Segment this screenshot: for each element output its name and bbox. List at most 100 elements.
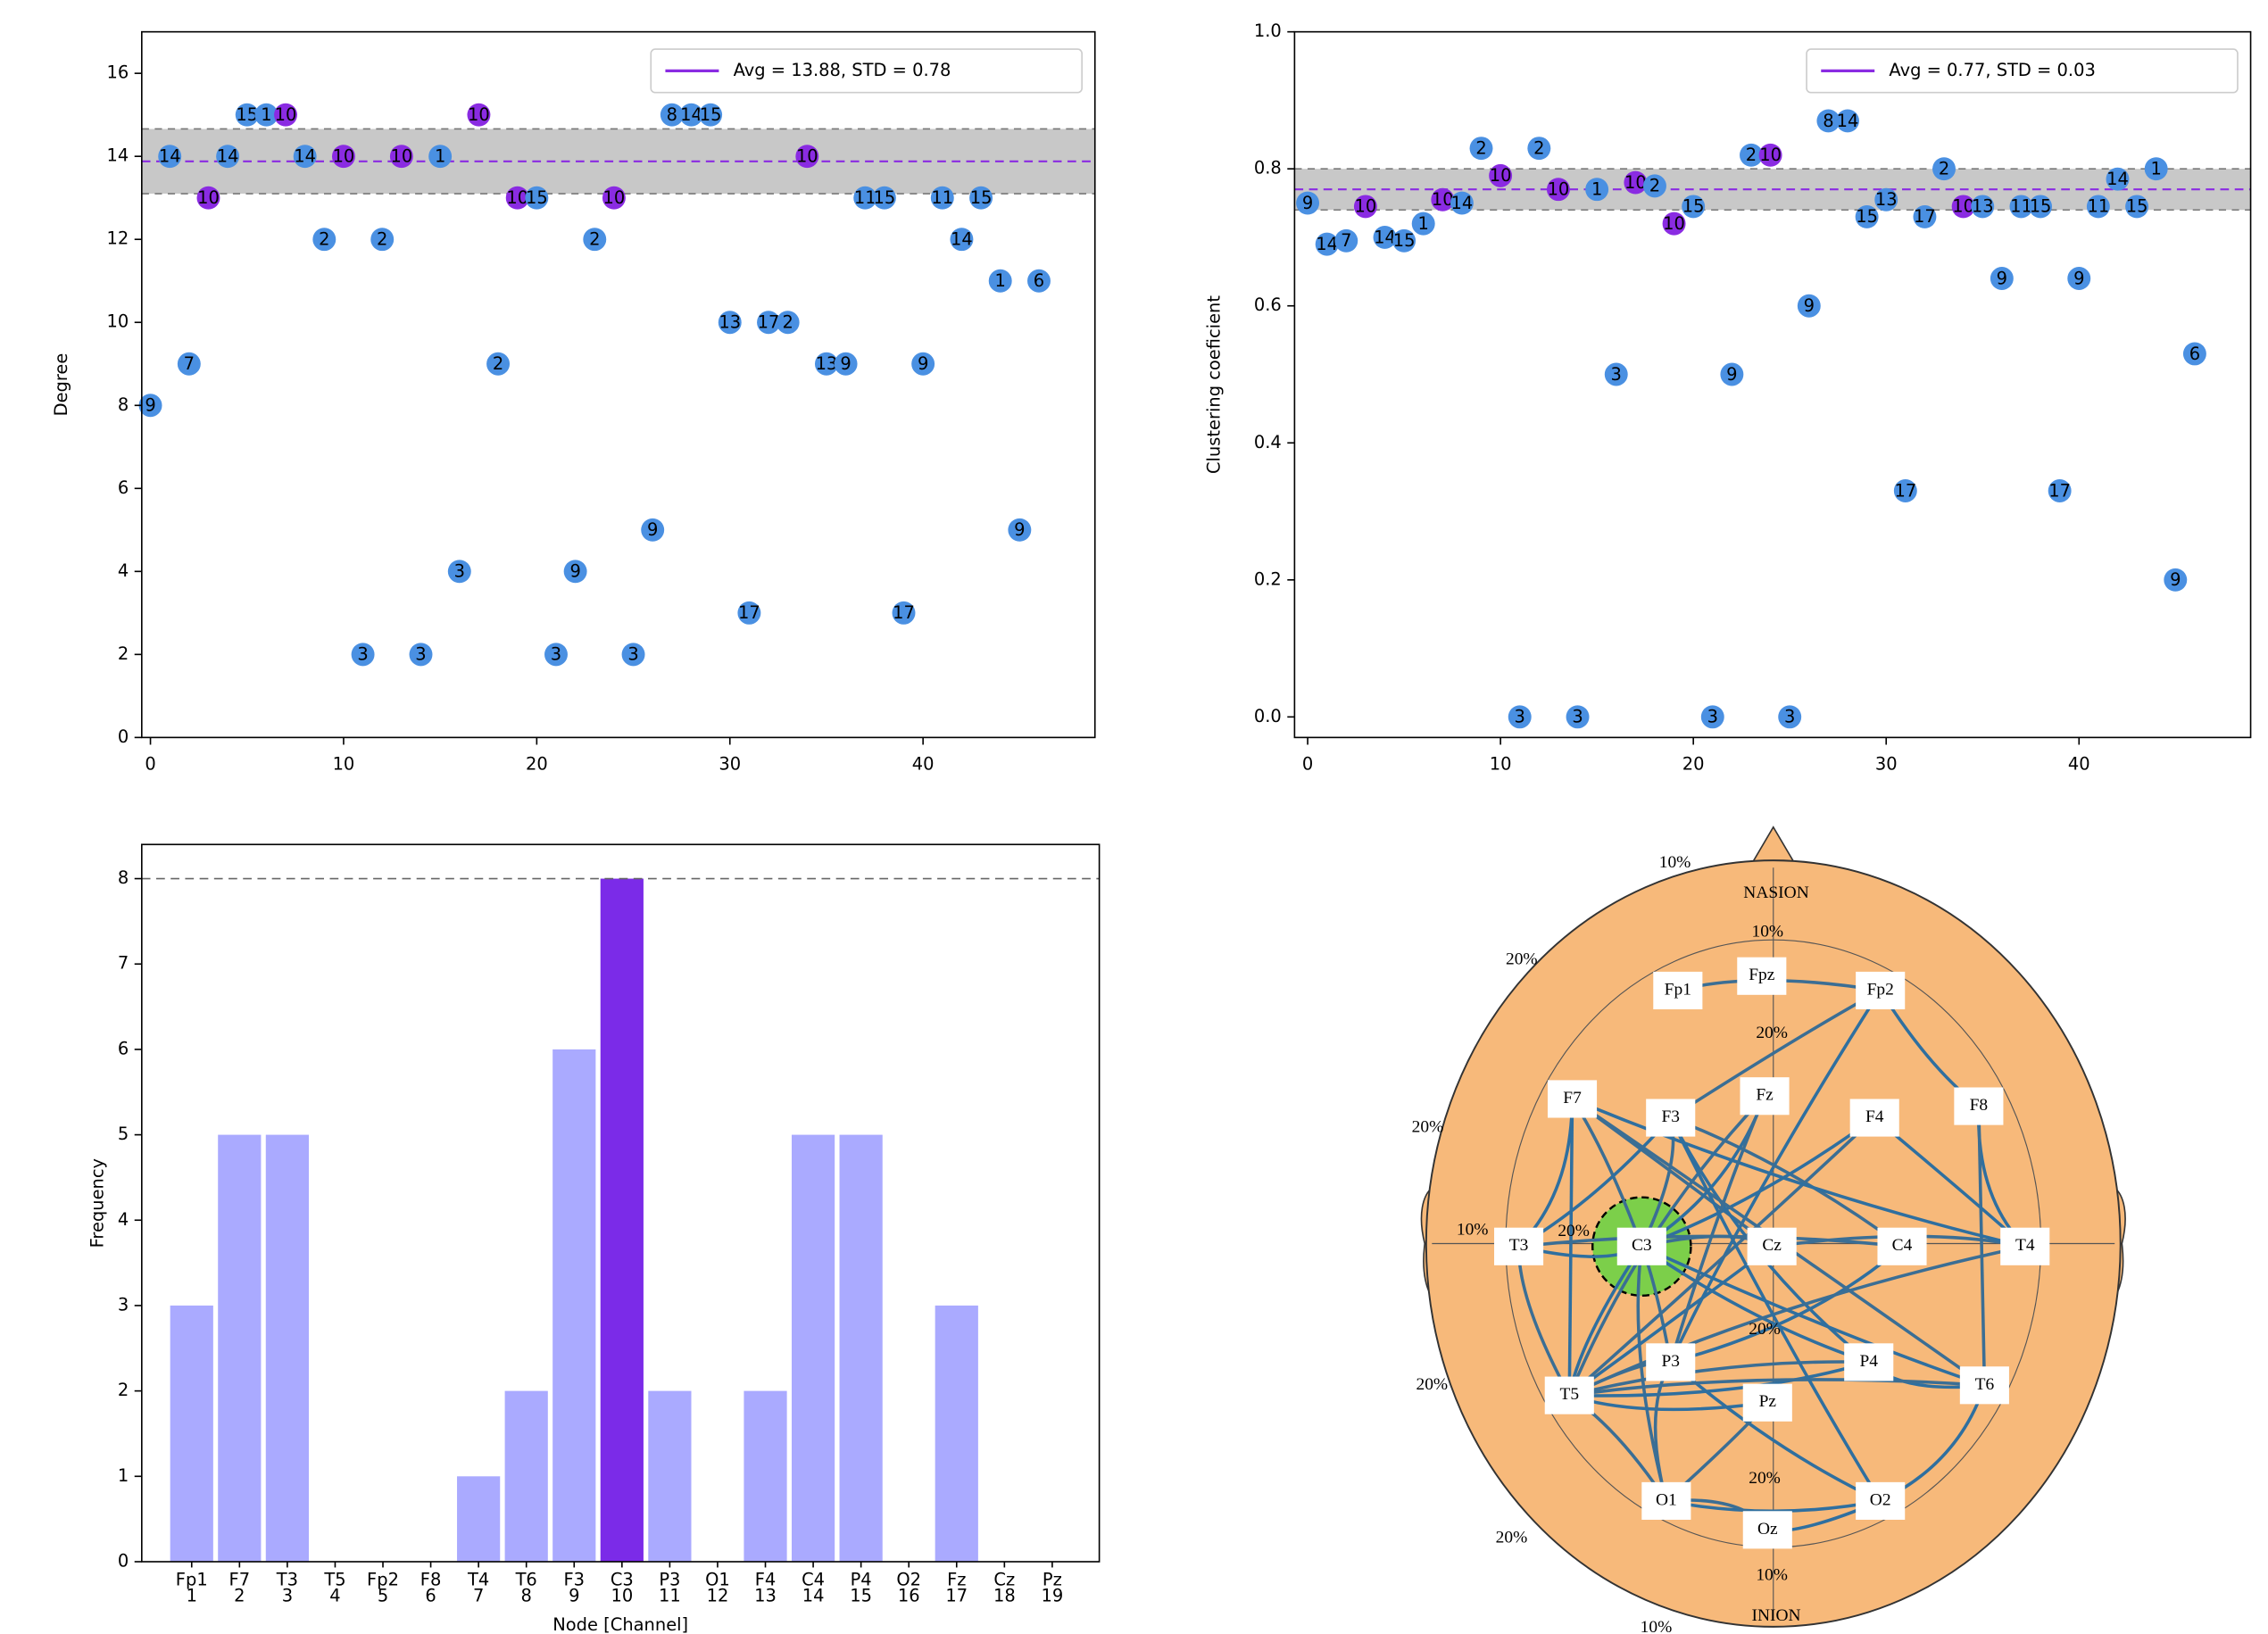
x-tick-number: 11 (659, 1585, 681, 1605)
annotation: 10% (1641, 1618, 1673, 1634)
point-label: 10 (333, 145, 355, 166)
y-tick-label: 1 (118, 1465, 129, 1486)
y-tick-label: 0.8 (1254, 158, 1282, 178)
legend-label: Avg = 13.88, STD = 0.78 (734, 60, 951, 80)
point-label: 10 (603, 187, 626, 208)
point-label: 15 (526, 187, 548, 208)
electrode-label: O1 (1656, 1490, 1677, 1509)
point-label: 3 (1515, 707, 1525, 727)
point-label: 2 (1533, 137, 1544, 158)
point-label: 9 (145, 395, 155, 416)
bar (457, 1476, 500, 1562)
annotation: 20% (1506, 950, 1538, 968)
point-label: 7 (184, 353, 195, 374)
x-tick-number: 15 (850, 1585, 872, 1605)
electrode-label: C3 (1632, 1236, 1652, 1255)
electrode-label: T4 (2015, 1236, 2035, 1255)
point-label: 10 (197, 187, 220, 208)
point-label: 14 (951, 229, 973, 250)
point-label: 1 (1418, 213, 1429, 234)
x-tick-number: 8 (521, 1585, 532, 1605)
x-tick-number: 18 (993, 1585, 1016, 1605)
x-tick-label: 40 (912, 754, 935, 775)
electrode-label: F8 (1970, 1096, 1989, 1115)
point-label: 1 (2151, 158, 2162, 178)
point-label: 14 (294, 145, 316, 166)
x-tick-number: 3 (282, 1585, 293, 1605)
bar (744, 1391, 786, 1562)
x-tick-label: 10 (1490, 754, 1512, 775)
y-tick-label: 7 (118, 953, 129, 974)
point-label: 14 (1837, 111, 1859, 131)
annotation: 20% (1749, 1469, 1781, 1488)
electrode-label: F3 (1661, 1107, 1680, 1126)
x-tick-number: 5 (378, 1585, 388, 1605)
point-label: 10 (1624, 172, 1647, 193)
x-tick-number: 10 (611, 1585, 633, 1605)
point-label: 11 (2088, 196, 2110, 217)
point-label: 10 (1490, 165, 1512, 186)
electrode-label: T5 (1559, 1385, 1579, 1404)
y-tick-label: 2 (118, 1380, 129, 1400)
y-tick-label: 0 (118, 1550, 129, 1571)
x-tick-number: 2 (234, 1585, 245, 1605)
electrode-label: Pz (1759, 1392, 1777, 1411)
point-label: 1 (435, 145, 445, 166)
bar (552, 1049, 595, 1562)
y-tick-label: 4 (118, 1209, 129, 1230)
annotation: 20% (1412, 1117, 1444, 1136)
annotation: 20% (1496, 1529, 1528, 1547)
y-tick-label: 16 (106, 62, 129, 83)
bar (935, 1306, 978, 1562)
point-label: 17 (1894, 480, 1916, 501)
y-tick-label: 0 (118, 726, 129, 747)
x-tick-number: 13 (754, 1585, 777, 1605)
point-label: 11 (931, 187, 953, 208)
bar (505, 1391, 548, 1562)
x-tick-label: 20 (1682, 754, 1705, 775)
y-tick-label: 0.0 (1254, 706, 1282, 726)
point-label: 15 (1393, 230, 1416, 251)
point-label: 13 (719, 312, 741, 333)
point-label: 10 (796, 145, 818, 166)
annotation: 10% (1457, 1220, 1489, 1239)
y-tick-label: 6 (118, 477, 129, 498)
x-tick-label: 30 (719, 754, 741, 775)
point-label: 6 (2189, 344, 2200, 364)
point-label: 14 (1316, 234, 1338, 254)
point-label: 1 (1591, 179, 1602, 200)
electrode-label: T3 (1509, 1236, 1529, 1255)
y-tick-label: 5 (118, 1124, 129, 1144)
point-label: 14 (1451, 193, 1474, 213)
point-label: 15 (874, 187, 896, 208)
point-label: 8 (1823, 111, 1833, 131)
x-tick-number: 6 (425, 1585, 436, 1605)
bar (601, 879, 644, 1562)
electrode-label: Fp1 (1665, 980, 1691, 999)
point-label: 3 (1707, 707, 1718, 727)
y-tick-label: 12 (106, 228, 129, 249)
point-label: 9 (1726, 364, 1737, 385)
point-label: 9 (1997, 268, 2007, 288)
y-tick-label: 10 (106, 311, 129, 332)
point-label: 10 (468, 104, 490, 125)
bar (840, 1135, 883, 1562)
point-label: 9 (647, 519, 658, 540)
x-tick-label: 10 (333, 754, 355, 775)
annotation: 20% (1558, 1222, 1590, 1240)
point-label: 2 (1746, 145, 1757, 165)
point-label: 14 (2106, 169, 2129, 189)
x-tick-number: 17 (945, 1585, 968, 1605)
point-label: 2 (589, 229, 600, 250)
y-axis-label: Frequency (87, 1158, 108, 1248)
point-label: 9 (2073, 268, 2084, 288)
bar (218, 1135, 261, 1562)
annotation: 10% (1659, 853, 1691, 872)
point-label: 17 (1914, 206, 1936, 227)
point-label: 17 (738, 602, 760, 623)
point-label: 2 (782, 312, 793, 333)
point-label: 17 (758, 312, 780, 333)
figure: Fp1FpzFp2F7F3FzF4F8T3C3CzC4T4T5P3PzP4T6O… (0, 0, 2268, 1634)
annotation: 10% (1751, 923, 1783, 941)
annotation: INION (1751, 1606, 1800, 1625)
